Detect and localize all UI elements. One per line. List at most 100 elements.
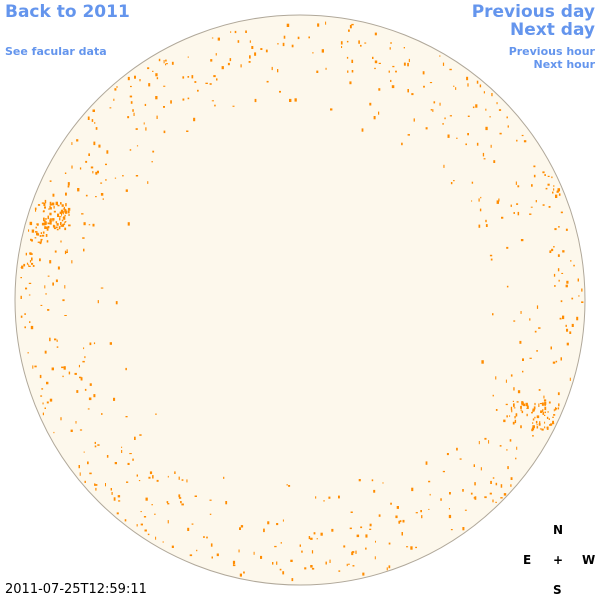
facula-speck bbox=[421, 515, 423, 519]
facula-speck bbox=[355, 550, 357, 554]
facula-speck bbox=[558, 226, 560, 228]
facula-speck bbox=[544, 421, 546, 424]
facula-speck bbox=[156, 77, 159, 80]
facula-speck bbox=[509, 415, 511, 417]
facula-speck bbox=[70, 429, 73, 432]
facula-speck bbox=[110, 488, 112, 491]
facula-speck bbox=[499, 445, 502, 447]
facula-speck bbox=[545, 187, 548, 190]
facula-speck bbox=[471, 200, 473, 202]
back-to-year-link[interactable]: Back to 2011 bbox=[5, 2, 130, 22]
next-day-link[interactable]: Next day bbox=[510, 20, 595, 40]
facula-speck bbox=[411, 487, 414, 492]
facula-speck bbox=[560, 357, 562, 361]
facula-speck bbox=[495, 501, 497, 503]
facula-speck bbox=[147, 67, 150, 70]
facula-speck bbox=[95, 127, 98, 130]
facula-speck bbox=[106, 150, 109, 154]
facula-speck bbox=[44, 350, 47, 354]
facula-speck bbox=[105, 179, 107, 181]
facula-speck bbox=[37, 241, 40, 243]
facula-speck bbox=[372, 56, 374, 59]
facula-speck bbox=[24, 313, 26, 315]
facula-speck bbox=[492, 313, 494, 316]
facula-speck bbox=[316, 70, 319, 73]
facula-speck bbox=[30, 253, 33, 255]
facula-speck bbox=[552, 191, 554, 194]
facula-speck bbox=[506, 285, 509, 288]
facula-speck bbox=[145, 497, 148, 501]
facula-speck bbox=[456, 137, 458, 139]
facula-speck bbox=[140, 523, 143, 526]
facula-speck bbox=[514, 416, 516, 419]
facula-speck bbox=[96, 170, 99, 174]
facula-speck bbox=[136, 524, 138, 527]
facula-speck bbox=[555, 407, 557, 411]
facula-speck bbox=[415, 512, 418, 514]
facula-speck bbox=[71, 165, 73, 169]
facula-speck bbox=[155, 73, 158, 77]
facula-speck bbox=[459, 458, 462, 460]
facula-speck bbox=[125, 189, 128, 192]
facula-speck bbox=[106, 455, 109, 458]
previous-day-link[interactable]: Previous day bbox=[471, 2, 595, 22]
facula-speck bbox=[551, 176, 553, 179]
facula-speck bbox=[573, 264, 575, 267]
facula-speck bbox=[130, 85, 132, 88]
next-hour-link[interactable]: Next hour bbox=[533, 58, 596, 71]
facula-speck bbox=[351, 23, 354, 26]
facula-speck bbox=[450, 182, 453, 185]
facula-speck bbox=[492, 477, 495, 479]
facula-speck bbox=[44, 206, 46, 209]
see-facular-data-link[interactable]: See facular data bbox=[5, 45, 107, 58]
facula-speck bbox=[31, 239, 33, 242]
facula-speck bbox=[351, 551, 354, 556]
facula-speck bbox=[42, 231, 45, 234]
facula-speck bbox=[552, 361, 556, 364]
compass-south: S bbox=[553, 583, 562, 597]
facula-speck bbox=[64, 315, 67, 316]
facula-speck bbox=[510, 374, 513, 377]
facula-speck bbox=[311, 567, 315, 570]
facula-speck bbox=[41, 202, 45, 204]
facula-speck bbox=[163, 106, 165, 108]
facula-speck bbox=[24, 326, 26, 329]
facula-speck bbox=[147, 181, 149, 184]
facula-speck bbox=[428, 508, 430, 510]
facula-speck bbox=[509, 439, 512, 442]
facula-speck bbox=[294, 98, 297, 102]
facula-speck bbox=[55, 201, 58, 206]
facula-speck bbox=[52, 282, 54, 286]
facula-speck bbox=[450, 529, 453, 531]
facula-speck bbox=[373, 116, 376, 120]
facula-speck bbox=[251, 46, 254, 49]
facula-speck bbox=[34, 365, 37, 368]
facula-speck bbox=[490, 480, 492, 484]
facula-speck bbox=[299, 544, 301, 547]
facula-speck bbox=[581, 301, 584, 303]
facula-speck bbox=[510, 406, 513, 411]
facula-speck bbox=[374, 60, 378, 64]
facula-speck bbox=[529, 213, 532, 215]
facula-speck bbox=[446, 453, 449, 456]
facula-speck bbox=[113, 497, 116, 501]
facula-speck bbox=[263, 528, 265, 533]
facula-speck bbox=[25, 252, 27, 256]
facula-speck bbox=[61, 219, 64, 222]
facula-speck bbox=[134, 75, 136, 79]
facula-speck bbox=[93, 394, 96, 398]
facula-speck bbox=[349, 527, 352, 530]
facula-speck bbox=[439, 102, 441, 106]
facula-speck bbox=[338, 570, 341, 572]
facula-speck bbox=[556, 191, 558, 193]
facula-speck bbox=[444, 117, 446, 120]
facula-speck bbox=[561, 272, 564, 274]
facula-speck bbox=[526, 413, 528, 417]
facula-speck bbox=[105, 163, 107, 166]
facula-speck bbox=[425, 461, 428, 465]
facula-speck bbox=[216, 78, 218, 81]
previous-hour-link[interactable]: Previous hour bbox=[508, 45, 595, 58]
facula-speck bbox=[510, 484, 512, 487]
facula-speck bbox=[411, 93, 414, 96]
facula-speck bbox=[32, 265, 35, 267]
